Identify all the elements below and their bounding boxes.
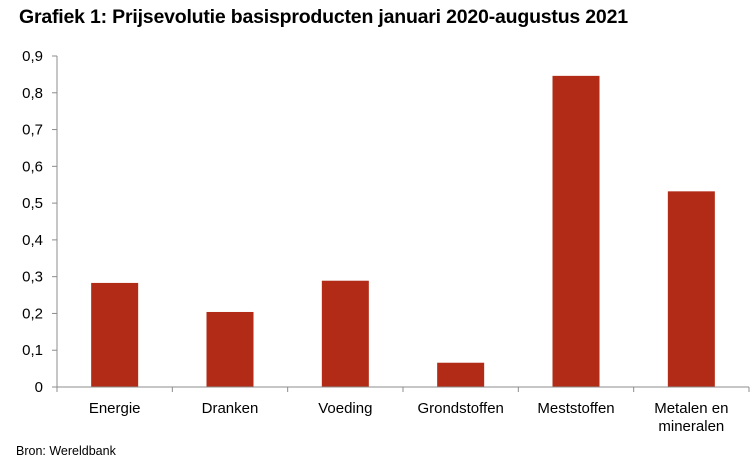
y-tick-label: 0,3 xyxy=(22,269,43,286)
y-axis: 0 0,1 0,2 0,3 0,4 0,5 0,6 0,7 0,8 0,9 xyxy=(22,48,58,396)
x-tick-label-line: Metalen en xyxy=(654,400,728,417)
bar xyxy=(321,280,369,387)
x-tick-label: Dranken xyxy=(202,400,259,417)
bar xyxy=(552,75,600,388)
x-tick-label-line: Dranken xyxy=(202,400,259,417)
bar xyxy=(206,311,254,387)
x-tick-label: Meststoffen xyxy=(537,400,614,417)
chart-title: Grafiek 1: Prijsevolutie basisproducten … xyxy=(19,6,628,28)
y-tick-label: 0,4 xyxy=(22,232,43,249)
y-tick-label: 0,8 xyxy=(22,85,43,102)
bar xyxy=(91,282,139,387)
y-tick-label: 0,6 xyxy=(22,158,43,175)
y-tick-label: 0,1 xyxy=(22,342,43,359)
bars xyxy=(91,75,715,388)
x-tick-label-line: mineralen xyxy=(658,418,724,435)
x-tick-label-line: Energie xyxy=(89,400,141,417)
source-note: Bron: Wereldbank xyxy=(16,444,116,458)
y-tick-label: 0,5 xyxy=(22,195,43,212)
y-tick-label: 0,9 xyxy=(22,48,43,65)
y-tick-label: 0,2 xyxy=(22,305,43,322)
x-axis: Energie Dranken Voeding Grondstoffen Meststo… xyxy=(56,386,750,435)
y-tick-label: 0,7 xyxy=(22,122,43,139)
bar xyxy=(437,362,485,387)
bar xyxy=(667,191,715,387)
x-tick-label: Metalen en mineralen xyxy=(654,400,728,435)
x-tick-label: Energie xyxy=(89,400,141,417)
y-tick-label: 0 xyxy=(35,379,43,396)
x-tick-label-line: Voeding xyxy=(318,400,372,417)
x-tick-label: Voeding xyxy=(318,400,372,417)
x-tick-label-line: Grondstoffen xyxy=(417,400,503,417)
x-tick-label: Grondstoffen xyxy=(417,400,503,417)
x-tick-label-line: Meststoffen xyxy=(537,400,614,417)
